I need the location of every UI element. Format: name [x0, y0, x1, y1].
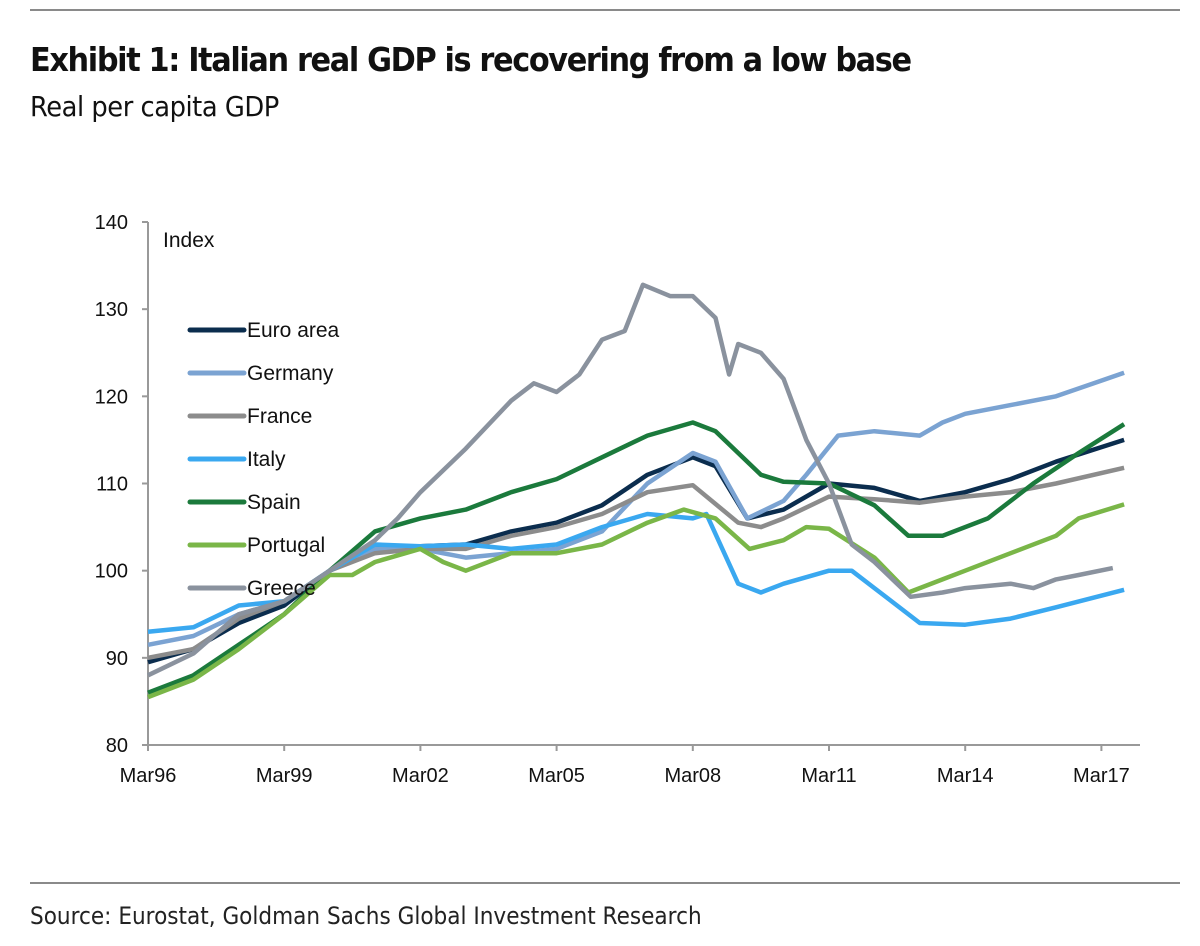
axes: 80 90 100 110 120 130 140 Mar96 Mar99 Mar02 Mar05 M…	[95, 212, 1140, 787]
y-tick-label: 100	[95, 561, 128, 583]
series-line-spain	[147, 420, 1126, 695]
legend-label-euro-area: Euro area	[247, 319, 340, 342]
legend-label-spain: Spain	[247, 491, 301, 514]
x-tick-label: Mar02	[392, 765, 449, 787]
chart-title: Exhibit 1: Italian real GDP is recoverin…	[30, 40, 912, 79]
x-tick-label: Mar14	[937, 765, 994, 787]
x-tick-label: Mar11	[801, 765, 856, 787]
series-line-portugal	[147, 502, 1125, 700]
series-line-greece	[147, 282, 1114, 678]
y-tick-label: 120	[95, 386, 128, 408]
x-tick-label: Mar08	[664, 765, 721, 787]
series-line-italy	[147, 511, 1125, 634]
series-lines	[147, 282, 1126, 700]
y-tick-label: 130	[95, 299, 128, 321]
x-tick-label: Mar17	[1073, 765, 1130, 787]
x-tick-label: Mar05	[528, 765, 585, 787]
legend-label-italy: Italy	[247, 448, 286, 471]
x-tick-label: Mar99	[256, 765, 313, 787]
chart-subtitle: Real per capita GDP	[30, 90, 279, 123]
y-axis-label: Index	[163, 229, 215, 252]
x-tick-label: Mar96	[120, 765, 177, 787]
legend: Euro area Germany France Italy Spain Portugal…	[187, 319, 340, 600]
top-rule	[30, 9, 1180, 11]
y-tick-label: 140	[95, 212, 128, 234]
legend-label-greece: Greece	[247, 577, 316, 600]
y-tick-label: 110	[96, 474, 128, 496]
bottom-rule	[30, 882, 1180, 884]
legend-label-portugal: Portugal	[247, 534, 325, 557]
y-tick-label: 80	[106, 735, 128, 757]
y-tick-label: 90	[106, 648, 128, 670]
legend-label-germany: Germany	[247, 362, 334, 385]
source-note: Source: Eurostat, Goldman Sachs Global I…	[30, 902, 702, 930]
legend-label-france: France	[247, 405, 312, 428]
